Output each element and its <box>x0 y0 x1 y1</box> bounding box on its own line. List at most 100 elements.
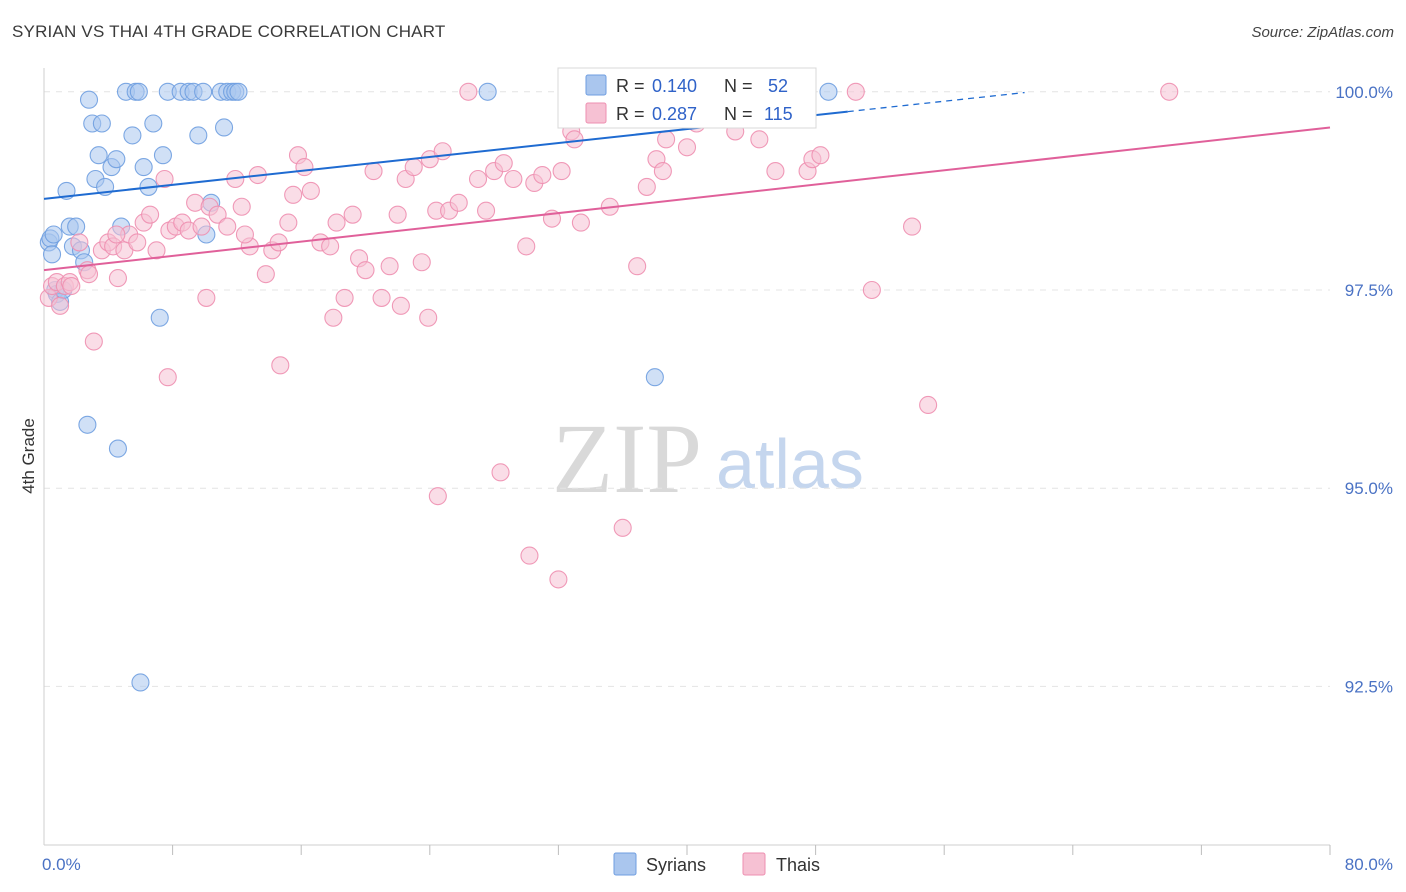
thais-point <box>356 261 375 280</box>
thais-point <box>533 165 552 185</box>
syrians-point <box>79 90 99 109</box>
x-tick-label: 80.0% <box>1345 855 1393 874</box>
thais-point <box>271 356 290 375</box>
thais-point <box>391 296 410 315</box>
syrians-point <box>478 82 497 101</box>
thais-point <box>108 269 127 288</box>
bottom-legend-swatch-thais <box>742 852 766 876</box>
y-tick-label: 95.0% <box>1345 479 1393 498</box>
thais-point <box>477 201 496 220</box>
thais-point <box>51 296 70 315</box>
thais-point <box>269 233 288 252</box>
grid-layer <box>44 91 1330 687</box>
thais-point <box>284 185 303 204</box>
syrians-point <box>134 158 153 177</box>
chart-source: Source: ZipAtlas.com <box>1251 24 1394 41</box>
thais-point <box>141 205 160 224</box>
thais-point <box>657 130 676 149</box>
thais-point <box>517 237 536 256</box>
legend-n-value-syrians: 52 <box>768 76 788 96</box>
legend-r-label-syrians: R = <box>616 76 645 96</box>
thais-point <box>197 288 216 307</box>
thais-point <box>766 162 785 181</box>
y-tick-label: 92.5% <box>1345 677 1393 696</box>
thais-point <box>327 213 346 232</box>
x-tick-layer: 0.0% 80.0% <box>42 845 1393 874</box>
syrians-point <box>150 308 169 327</box>
thais-point <box>565 130 584 149</box>
thais-point <box>192 217 211 236</box>
syrians-point <box>819 82 838 101</box>
thais-point <box>613 518 632 537</box>
thais-point <box>364 162 383 181</box>
syrians-trend-extension <box>847 91 1025 113</box>
thais-point <box>677 138 697 157</box>
thais-point <box>321 237 340 256</box>
thais-point <box>295 158 314 177</box>
thais-point <box>84 332 103 351</box>
points-layer <box>39 82 1179 692</box>
thais-point <box>902 217 922 236</box>
legend-r-label-thais: R = <box>616 104 645 124</box>
thais-point <box>388 205 407 224</box>
syrians-point <box>67 217 86 236</box>
thais-point <box>343 205 362 224</box>
legend-r-value-syrians: 0.140 <box>652 76 697 96</box>
thais-point <box>380 257 399 276</box>
legend-swatch-syrians <box>585 74 607 96</box>
y-tick-label: 100.0% <box>1335 83 1393 102</box>
syrians-point <box>123 126 142 145</box>
thais-point <box>232 197 251 216</box>
thais-point <box>419 308 438 327</box>
syrians-point <box>144 114 163 133</box>
thais-point <box>653 162 672 181</box>
thais-point <box>494 154 513 173</box>
syrians-point <box>89 146 108 165</box>
thais-point <box>147 241 166 260</box>
thais-point <box>79 265 99 284</box>
thais-point <box>158 368 177 387</box>
syrians-point <box>645 368 664 387</box>
thais-point <box>404 158 423 177</box>
thais-point <box>637 177 656 196</box>
thais-point <box>862 280 881 300</box>
syrians-point <box>129 82 148 101</box>
thais-point <box>62 276 81 296</box>
syrians-point <box>78 415 97 434</box>
thais-point <box>846 82 865 101</box>
thais-point <box>335 288 354 307</box>
thais-point <box>128 233 147 252</box>
thais-point <box>504 169 523 189</box>
chart-title: SYRIAN VS THAI 4TH GRADE CORRELATION CHA… <box>12 22 446 41</box>
thais-point <box>218 217 237 236</box>
bottom-legend-swatch-syrians <box>613 852 637 876</box>
watermark: ZIP atlas <box>552 403 864 514</box>
syrians-point <box>229 82 248 101</box>
thais-point <box>811 146 830 165</box>
thais-point <box>919 395 938 415</box>
syrians-point <box>42 245 62 264</box>
thais-point <box>750 130 769 149</box>
thais-point <box>279 213 298 232</box>
legend-swatch-thais <box>585 102 607 124</box>
thais-point <box>628 257 647 276</box>
syrians-point <box>214 118 234 137</box>
thais-point <box>301 181 320 200</box>
syrians-point <box>107 150 126 169</box>
bottom-legend: Syrians Thais <box>613 852 820 876</box>
legend-n-label-thais: N = <box>724 104 753 124</box>
watermark-atlas: atlas <box>716 425 864 503</box>
thais-point <box>571 213 590 232</box>
thais-point <box>1160 82 1179 101</box>
thais-point <box>491 463 510 482</box>
syrians-point <box>92 114 111 133</box>
thais-point <box>468 169 488 189</box>
y-tick-layer: 100.0% 97.5% 95.0% 92.5% <box>1335 83 1393 697</box>
thais-point <box>552 162 571 181</box>
bottom-legend-label-syrians: Syrians <box>646 855 706 875</box>
syrians-point <box>153 146 173 165</box>
thais-point <box>256 265 275 284</box>
thais-point <box>459 82 478 101</box>
thais-point <box>449 193 468 212</box>
